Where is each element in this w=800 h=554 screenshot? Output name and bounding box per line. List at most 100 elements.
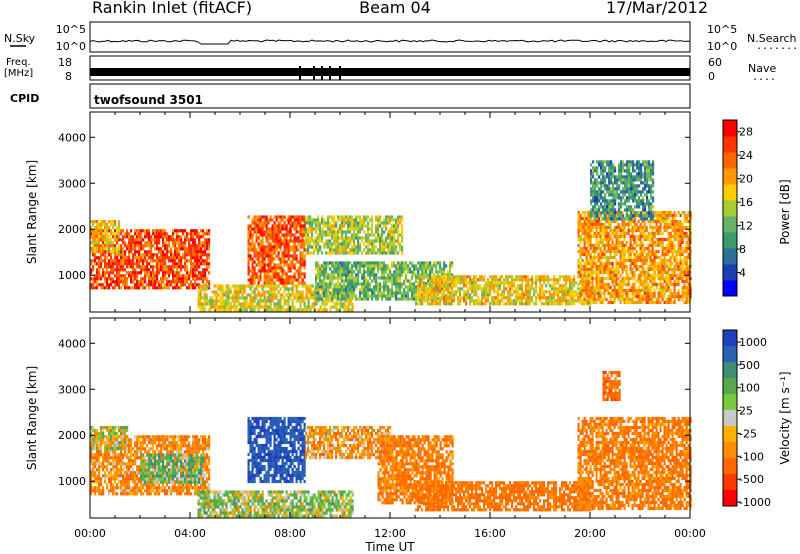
power-cell-5: [347, 270, 350, 274]
power-cell-0: [198, 235, 201, 239]
power-cell-2: [273, 293, 276, 297]
power-cell-6: [493, 275, 496, 279]
power-cell-5: [355, 282, 358, 286]
power-cell-4: [385, 218, 388, 222]
power-cell-4: [399, 242, 402, 246]
power-cell-7: [583, 216, 586, 221]
power-cell-7: [629, 228, 632, 233]
power-cell-6: [435, 293, 438, 297]
power-cell-0: [188, 277, 191, 281]
power-cell-5: [389, 279, 392, 283]
power-cell-1: [94, 229, 97, 233]
power-cell-3: [301, 218, 304, 222]
power-cell-5: [341, 267, 344, 271]
power-cell-0: [150, 256, 153, 260]
power-cell-3: [263, 275, 266, 279]
power-cell-0: [192, 274, 195, 278]
power-cell-0: [208, 253, 211, 257]
power-cell-0: [184, 283, 187, 287]
power-cell-6: [465, 290, 468, 294]
power-cell-6: [457, 299, 460, 303]
power-cell-3: [283, 215, 286, 219]
power-cell-6: [419, 278, 422, 282]
power-cell-7: [653, 264, 656, 269]
power-cell-6: [527, 299, 530, 303]
power-cell-5: [411, 276, 414, 280]
power-cell-7: [579, 252, 582, 257]
power-cell-0: [102, 268, 105, 272]
power-cell-0: [194, 256, 197, 260]
power-cell-3: [301, 230, 304, 234]
power-cell-3: [293, 248, 296, 252]
power-cell-6: [431, 287, 434, 291]
power-cell-0: [142, 238, 145, 242]
power-cell-7: [579, 288, 582, 293]
power-cell-7: [615, 228, 618, 233]
power-cell-5: [373, 261, 376, 265]
power-cell-0: [172, 238, 175, 242]
power-cell-7: [583, 225, 586, 230]
power-cell-0: [200, 256, 203, 260]
power-cell-3: [297, 221, 300, 225]
power-cell-0: [172, 229, 175, 233]
power-cell-4: [335, 245, 338, 249]
power-cell-5: [411, 294, 414, 298]
power-cell-5: [365, 285, 368, 289]
power-cell-6: [571, 299, 574, 303]
power-cell-4: [353, 227, 356, 231]
power-cell-3: [303, 260, 306, 264]
power-cell-7: [603, 294, 606, 299]
power-cell-5: [429, 279, 432, 283]
power-cell-3: [259, 275, 262, 279]
power-cell-3: [297, 242, 300, 246]
power-cell-7: [617, 276, 620, 281]
power-cell-0: [198, 253, 201, 257]
power-cell-4: [377, 233, 380, 237]
power-cell-5: [331, 273, 334, 277]
power-cell-6: [451, 296, 454, 300]
power-cell-5: [329, 273, 332, 277]
power-cell-3: [279, 245, 282, 249]
power-cell-4: [371, 230, 374, 234]
power-cell-6: [483, 290, 486, 294]
power-cell-6: [531, 278, 534, 282]
power-cell-0: [172, 277, 175, 281]
power-cell-7: [585, 264, 588, 269]
power-cell-2: [293, 308, 296, 312]
power-cell-5: [353, 288, 356, 292]
power-cell-5: [371, 279, 374, 283]
power-cell-7: [601, 228, 604, 233]
power-cell-6: [525, 299, 528, 303]
power-cell-4: [329, 224, 332, 228]
power-cell-5: [359, 270, 362, 274]
power-cell-7: [619, 282, 622, 287]
power-cell-0: [174, 280, 177, 284]
power-cell-3: [261, 266, 264, 270]
power-cell-4: [341, 233, 344, 237]
power-cell-7: [613, 282, 616, 287]
power-cell-0: [152, 229, 155, 233]
power-cell-4: [367, 227, 370, 231]
power-cell-0: [106, 262, 109, 266]
power-cell-5: [327, 294, 330, 298]
power-cell-4: [311, 218, 314, 222]
power-cell-0: [188, 238, 191, 242]
power-cell-7: [621, 252, 624, 257]
power-cell-6: [473, 281, 476, 285]
power-cell-6: [543, 275, 546, 279]
power-cell-7: [637, 276, 640, 281]
power-cell-3: [295, 257, 298, 261]
power-cell-3: [247, 257, 250, 261]
nsearch-tick-bottom-right: 10^0: [707, 40, 737, 53]
power-cell-7: [651, 228, 654, 233]
power-cell-2: [299, 305, 302, 309]
power-cell-5: [385, 279, 388, 283]
power-cell-5: [363, 261, 366, 265]
power-cell-7: [647, 234, 650, 239]
power-cell-6: [509, 287, 512, 291]
power-cell-7: [635, 294, 638, 299]
power-cell-5: [381, 285, 384, 289]
power-cell-0: [150, 241, 153, 245]
power-cell-3: [261, 221, 264, 225]
power-cell-5: [365, 288, 368, 292]
